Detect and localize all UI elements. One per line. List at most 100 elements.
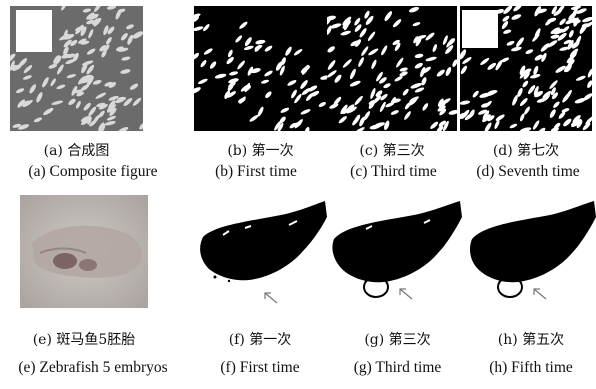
- panel-e-zebrafish-photo: [20, 195, 148, 308]
- rice-grain: [83, 102, 91, 111]
- rice-grain: [506, 40, 515, 46]
- rice-grain: [354, 24, 362, 32]
- rice-grain: [12, 123, 21, 128]
- caption-g-en: (g) Third time: [353, 359, 442, 376]
- rice-grain: [503, 6, 513, 15]
- panel-g-third-time-image: [330, 195, 465, 308]
- rice-grain: [109, 107, 117, 116]
- rice-grain: [516, 37, 524, 48]
- rice-grain: [327, 25, 332, 35]
- rice-grain: [587, 80, 592, 88]
- rice-grain: [414, 53, 424, 59]
- rice-grain: [304, 126, 310, 131]
- rice-grain: [496, 8, 504, 14]
- rice-grain: [487, 62, 497, 70]
- rice-grain: [104, 120, 116, 126]
- rice-grain: [194, 13, 201, 18]
- rice-grain: [568, 29, 574, 38]
- rice-grain: [98, 122, 105, 131]
- rice-grain: [346, 106, 357, 114]
- rice-grain: [327, 60, 336, 70]
- rice-grain: [18, 124, 30, 130]
- rice-grain: [86, 19, 95, 25]
- rice-grain: [460, 100, 471, 105]
- rice-grain: [376, 71, 383, 82]
- rice-grain: [437, 98, 444, 107]
- rice-grain: [513, 6, 523, 12]
- rice-grain: [438, 120, 447, 127]
- rice-grain: [264, 45, 273, 52]
- rice-grain: [12, 64, 22, 71]
- rice-grain: [550, 34, 560, 39]
- rice-grain: [115, 98, 125, 104]
- rice-grain: [239, 21, 248, 29]
- rice-grain: [121, 56, 131, 61]
- rice-grain: [384, 11, 393, 22]
- rice-grain: [390, 96, 396, 106]
- rice-grain: [275, 61, 283, 71]
- rice-grain: [264, 70, 273, 77]
- rice-grain: [460, 49, 467, 60]
- rice-grain: [294, 93, 302, 104]
- rice-grain: [436, 69, 445, 77]
- caption-b-cn: (b) 第一次: [227, 143, 294, 159]
- rice-grain: [575, 75, 586, 81]
- rice-grain: [484, 122, 492, 131]
- rice-grain: [553, 28, 564, 35]
- rice-grain: [340, 104, 348, 115]
- rice-grain: [439, 101, 446, 109]
- rice-grain: [88, 106, 97, 117]
- rice-grain: [442, 35, 448, 45]
- rice-grain: [519, 97, 528, 107]
- rice-grain: [408, 98, 418, 106]
- caption-e-en: (e) Zebrafish 5 embryos: [18, 359, 168, 376]
- rice-grain: [106, 115, 116, 121]
- rice-grain: [421, 77, 427, 86]
- rice-grain: [416, 34, 427, 40]
- rice-grain: [56, 84, 66, 90]
- rice-grain: [63, 39, 72, 48]
- rice-grain: [96, 102, 106, 108]
- rice-grain: [22, 99, 33, 108]
- rice-grain: [99, 45, 107, 52]
- rice-grain: [408, 6, 420, 13]
- rice-grain: [75, 100, 81, 109]
- rice-grain: [200, 60, 207, 68]
- rice-grain: [523, 71, 530, 80]
- rice-grain: [425, 32, 435, 41]
- rice-grain: [354, 127, 365, 131]
- rice-grain: [104, 81, 113, 87]
- panel-b-first-time-image: [194, 6, 327, 131]
- rice-grain: [87, 116, 92, 125]
- rice-grain: [436, 125, 444, 131]
- rice-grain: [501, 20, 509, 30]
- rice-grain: [567, 39, 574, 50]
- rice-grain: [108, 100, 116, 109]
- rice-grain: [533, 65, 539, 75]
- rice-grain: [349, 68, 356, 80]
- rice-grain: [519, 65, 526, 75]
- rice-grain: [379, 77, 387, 84]
- rice-grain: [300, 65, 311, 73]
- rice-grain: [365, 15, 374, 25]
- rice-grain: [421, 66, 431, 74]
- rice-grain: [563, 39, 572, 45]
- rice-grain: [439, 108, 447, 116]
- rice-grain: [571, 41, 580, 49]
- rice-grain: [565, 17, 577, 25]
- rice-grain: [338, 116, 347, 124]
- panel-d-seventh-time-image: [460, 6, 592, 131]
- rice-grain: [547, 40, 558, 48]
- rice-grain: [367, 31, 376, 42]
- rice-grain: [194, 52, 200, 60]
- rice-grain: [342, 20, 351, 29]
- caption-c-cn: (c) 第三次: [359, 143, 425, 159]
- rice-grain: [194, 87, 201, 94]
- rice-grain: [123, 97, 133, 107]
- rice-grain: [33, 117, 43, 123]
- rice-grain: [81, 62, 88, 74]
- rice-grain: [291, 89, 297, 99]
- rice-grain: [412, 22, 421, 27]
- rice-grain: [565, 64, 572, 73]
- rice-grain: [82, 8, 92, 13]
